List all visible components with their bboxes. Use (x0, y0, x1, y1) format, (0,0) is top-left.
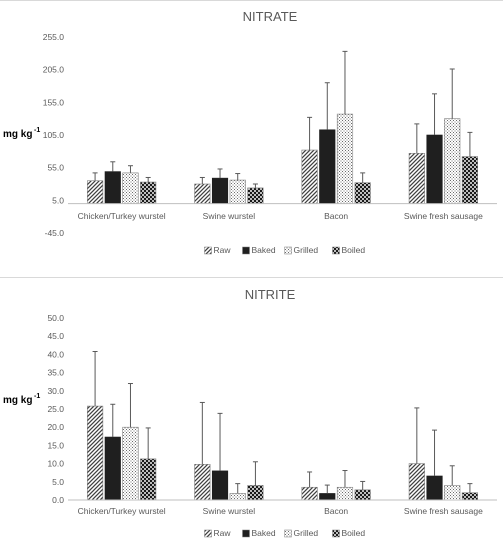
bar (426, 475, 443, 501)
y-tick-label: 50.0 (47, 313, 64, 323)
bar (211, 470, 229, 501)
category-labels: Chicken/Turkey wurstel Swine wurstel Bacon… (78, 506, 483, 516)
bar (140, 181, 157, 204)
legend: Raw Baked Grilled Boiled (204, 245, 366, 255)
legend-label: Baked (252, 528, 276, 538)
bar (194, 183, 211, 204)
bar (319, 129, 336, 204)
bar (194, 464, 211, 501)
y-tick-labels: 0.0 5.0 10.0 15.0 20.0 25.0 30.0 35.0 40.0 45.0 50… (47, 313, 64, 505)
legend-label: Raw (214, 245, 232, 255)
bar (122, 426, 139, 501)
y-tick-label: 205.0 (43, 65, 65, 75)
y-tick-label: 25.0 (47, 404, 64, 414)
chart-title: NITRATE (243, 9, 298, 24)
y-tick-label: 5.0 (52, 477, 64, 487)
bar (247, 187, 264, 204)
y-tick-label: 5.0 (52, 195, 64, 205)
bar (122, 172, 139, 204)
legend-swatch (204, 246, 212, 255)
bar (140, 458, 157, 501)
legend-label: Boiled (342, 245, 366, 255)
legend-swatch (332, 529, 340, 538)
bar (461, 492, 478, 501)
bar (229, 493, 246, 501)
nitrate-chart: NITRATE mg kg -1 -45.0 5.0 55.0 105.0 155.0 2… (3, 9, 497, 255)
bar (301, 149, 318, 204)
y-tick-label: 0.0 (52, 495, 64, 505)
bar (319, 493, 336, 501)
legend-label: Boiled (342, 528, 366, 538)
bar (461, 156, 478, 204)
bar (104, 171, 121, 204)
y-tick-label: 155.0 (43, 97, 65, 107)
category-label: Swine wurstel (203, 506, 256, 516)
legend-swatch (284, 246, 292, 255)
y-tick-label: 255.0 (43, 32, 65, 42)
y-axis-label-superscript: -1 (34, 127, 40, 134)
bar (336, 113, 354, 204)
legend-label: Grilled (294, 245, 319, 255)
category-label: Chicken/Turkey wurstel (78, 211, 166, 221)
legend-swatch (242, 529, 250, 538)
bar (444, 485, 461, 501)
bar (104, 436, 121, 501)
legend-swatch (242, 246, 250, 255)
category-labels: Chicken/Turkey wurstel Swine wurstel Bacon… (78, 211, 483, 221)
y-tick-label: 15.0 (47, 440, 64, 450)
legend-swatch (284, 529, 292, 538)
bar (87, 405, 104, 501)
bar (354, 489, 371, 501)
y-tick-label: 10.0 (47, 459, 64, 469)
category-label: Bacon (324, 211, 348, 221)
y-axis-label: mg kg -1 (3, 393, 40, 406)
bar (229, 179, 246, 204)
nitrite-chart: NITRITE mg kg -1 0.0 5.0 10.0 15.0 20.0 25.0 3… (3, 287, 497, 538)
y-tick-label: 30.0 (47, 386, 64, 396)
chart-title: NITRITE (245, 287, 296, 302)
y-axis-label: mg kg -1 (3, 127, 40, 140)
y-tick-label: 55.0 (47, 163, 64, 173)
legend: Raw Baked Grilled Boiled (204, 528, 366, 538)
y-axis-label-main: mg kg (3, 395, 32, 406)
bar (408, 463, 425, 501)
bar (444, 118, 461, 204)
bar (211, 177, 229, 204)
bar (426, 134, 443, 204)
category-label: Swine wurstel (203, 211, 256, 221)
legend-swatch (204, 529, 212, 538)
y-axis-label-superscript: -1 (34, 393, 40, 400)
y-tick-label: 20.0 (47, 422, 64, 432)
legend-swatch (332, 246, 340, 255)
bar (408, 152, 425, 204)
category-label: Swine fresh sausage (404, 211, 483, 221)
category-label: Bacon (324, 506, 348, 516)
legend-label: Grilled (294, 528, 319, 538)
y-tick-label: -45.0 (45, 228, 65, 238)
y-axis-label-main: mg kg (3, 129, 32, 140)
category-label: Chicken/Turkey wurstel (78, 506, 166, 516)
y-tick-label: 40.0 (47, 349, 64, 359)
bar (336, 486, 354, 501)
bar (354, 182, 371, 204)
bar-marks (87, 350, 478, 501)
y-tick-label: 45.0 (47, 331, 64, 341)
bar (247, 485, 264, 501)
y-tick-label: 35.0 (47, 368, 64, 378)
y-tick-labels: -45.0 5.0 55.0 105.0 155.0 205.0 255.0 (43, 32, 65, 238)
legend-label: Raw (214, 528, 232, 538)
bar-marks (87, 50, 478, 204)
legend-label: Baked (252, 245, 276, 255)
category-label: Swine fresh sausage (404, 506, 483, 516)
bar (87, 180, 104, 204)
bar (301, 486, 318, 501)
y-tick-label: 105.0 (43, 130, 65, 140)
